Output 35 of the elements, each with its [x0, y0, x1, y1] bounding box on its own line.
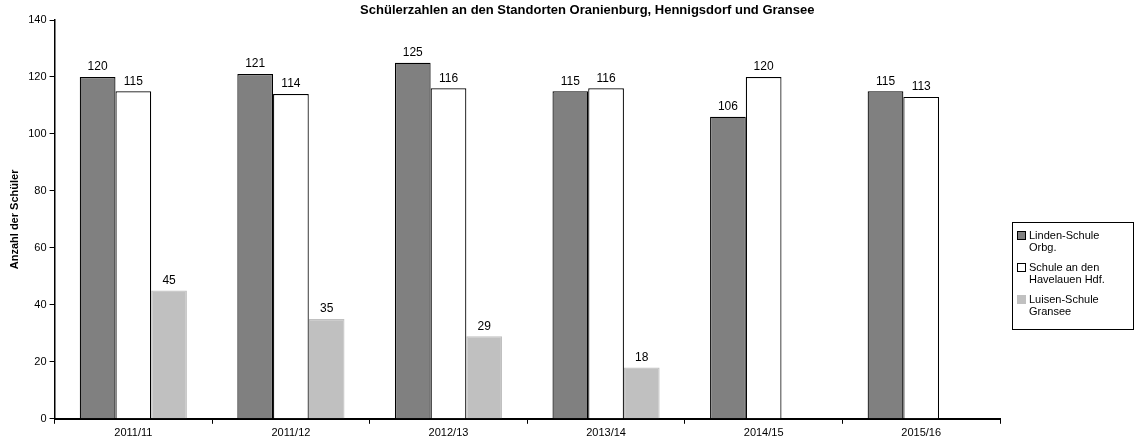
x-tick-label: 2011/12	[271, 426, 311, 439]
data-label: 115	[875, 73, 896, 88]
data-label: 114	[281, 76, 301, 91]
x-tick-label: 2013/14	[586, 426, 626, 439]
y-axis-title: Anzahl der Schüler	[7, 168, 20, 270]
legend-label: Luisen-Schule Gransee	[1029, 293, 1100, 317]
y-tick-label: 140	[28, 13, 47, 26]
data-label: 29	[477, 318, 492, 333]
data-label: 116	[438, 70, 459, 85]
y-tick-label: 100	[28, 126, 47, 139]
data-label: 120	[87, 59, 108, 74]
data-label: 125	[402, 45, 424, 60]
chart-title: Schülerzahlen an den Standorten Oranienburg, Hennigsdorf und Gransee	[360, 1, 815, 17]
y-tick-label: 0	[40, 411, 47, 424]
text: Schule an den Havelauen Hdf.	[1029, 261, 1106, 285]
y-tick-label: 80	[34, 183, 47, 196]
x-tick-label: 2015/16	[901, 426, 942, 439]
x-tick-label: 2011/11	[114, 426, 153, 439]
data-label: 45	[162, 272, 177, 287]
data-label: 113	[911, 79, 932, 94]
data-label: 120	[753, 59, 774, 74]
data-label: 35	[319, 301, 334, 316]
data-label: 18	[635, 349, 649, 364]
legend-label: Linden-Schule Orbg.	[1029, 229, 1101, 253]
x-tick-label: 2012/13	[428, 426, 469, 439]
y-tick-label: 40	[34, 297, 47, 310]
data-label: 121	[245, 56, 266, 71]
data-label: 106	[717, 99, 739, 114]
data-label: 115	[123, 73, 144, 88]
y-tick-label: 120	[28, 70, 47, 82]
y-tick-label: 20	[34, 354, 47, 367]
y-tick-label: 60	[34, 240, 47, 253]
x-tick-label: 2014/15	[743, 426, 784, 439]
data-label: 116	[596, 70, 616, 85]
data-label: 115	[560, 73, 581, 88]
